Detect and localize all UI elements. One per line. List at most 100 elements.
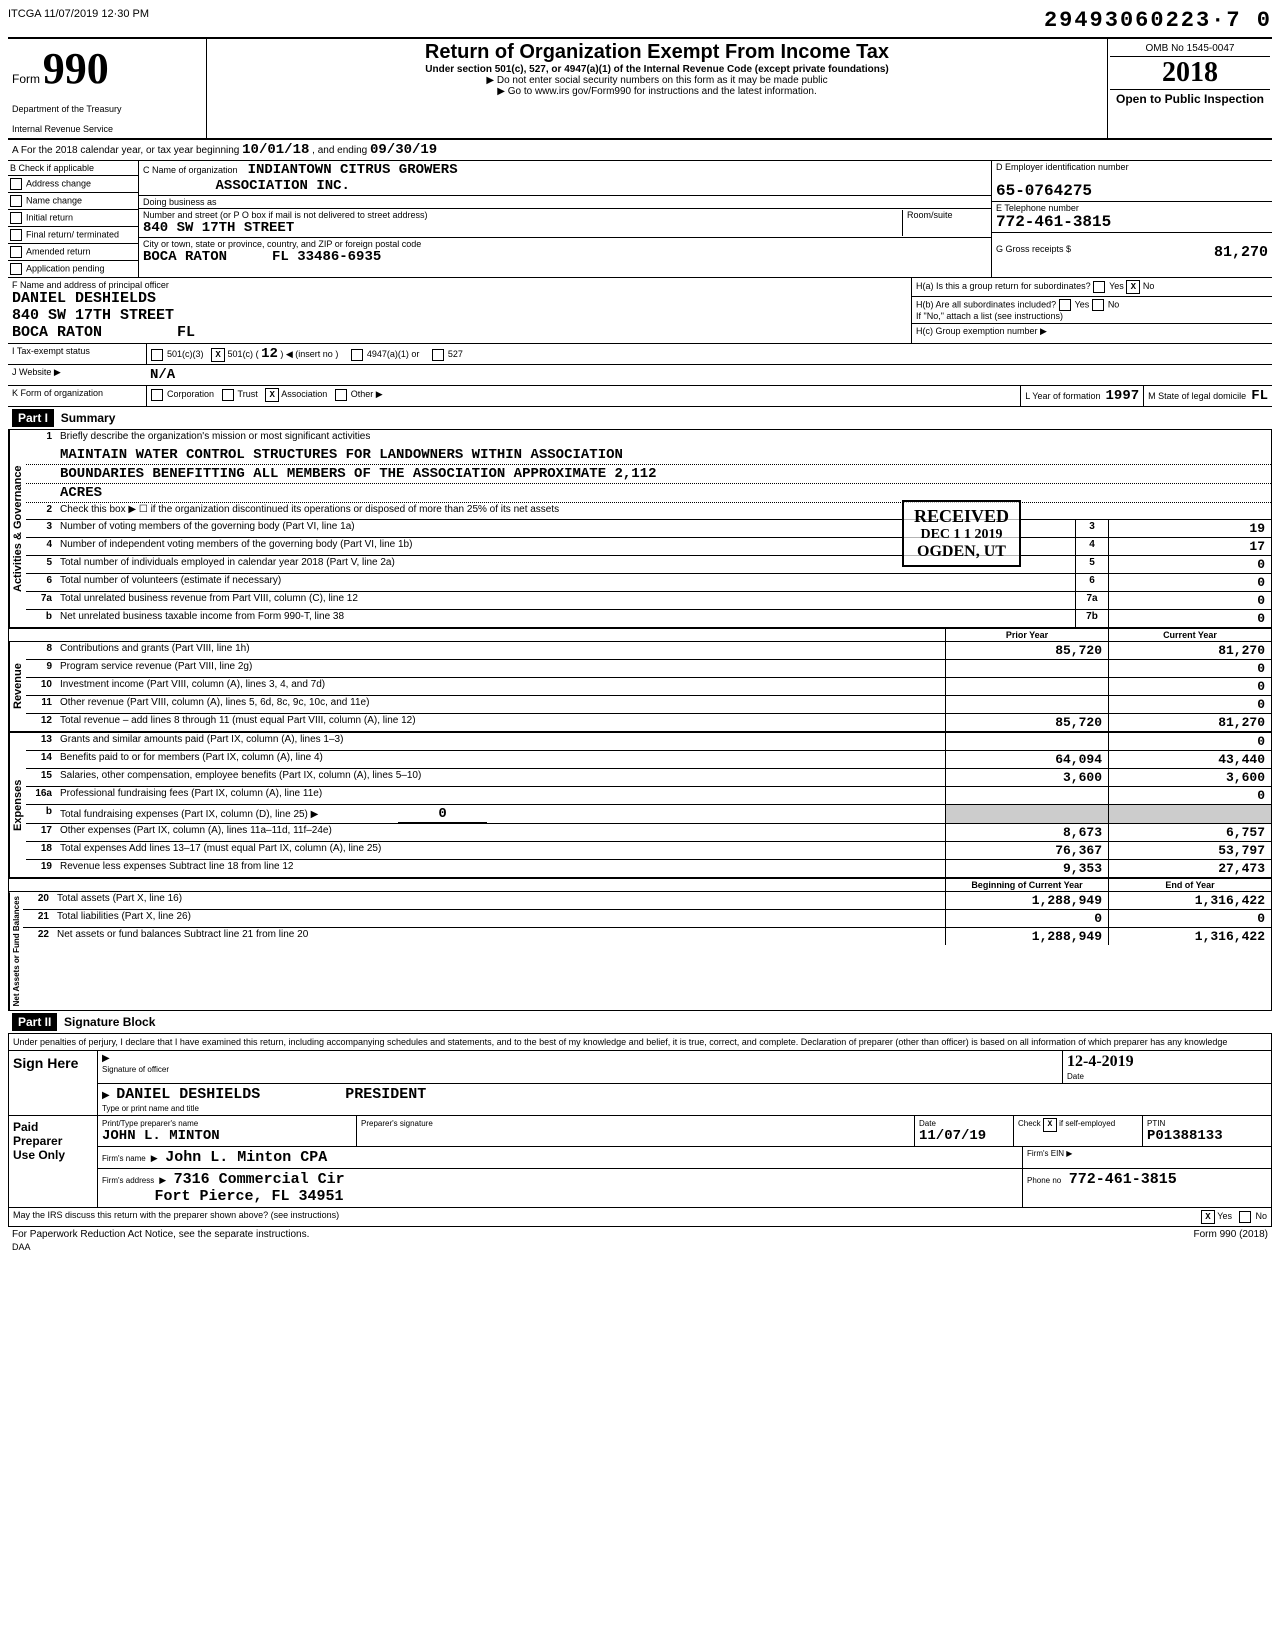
d-label: D Employer identification number <box>996 162 1129 172</box>
opt-final-return[interactable]: Final return/ terminated <box>8 227 138 244</box>
line-desc: Professional fundraising fees (Part IX, … <box>56 787 945 804</box>
preparer-name-cell: Print/Type preparer's name JOHN L. MINTO… <box>98 1116 357 1146</box>
line-desc: Total fundraising expenses (Part IX, col… <box>56 805 945 823</box>
opt-application-pending[interactable]: Application pending <box>8 261 138 277</box>
part2-title: Signature Block <box>64 1015 155 1029</box>
line-number: 12 <box>26 714 56 731</box>
street-block: Number and street (or P O box if mail is… <box>139 209 991 238</box>
note-url: ▶ Go to www.irs gov/Form990 for instruct… <box>211 86 1103 97</box>
opt-name-change[interactable]: Name change <box>8 193 138 210</box>
ha-no-check[interactable]: X <box>1126 280 1140 294</box>
opt-initial-return[interactable]: Initial return <box>8 210 138 227</box>
governance-body: 1Briefly describe the organization's mis… <box>26 430 1271 627</box>
table-row: 19Revenue less expenses Subtract line 18… <box>26 860 1271 877</box>
prior-value: 1,288,949 <box>945 892 1108 909</box>
line1-label: Briefly describe the organization's miss… <box>56 430 1271 446</box>
col-b: B Check if applicable Address change Nam… <box>8 161 139 277</box>
line-number: 9 <box>26 660 56 677</box>
phone: 772-461-3815 <box>996 213 1111 231</box>
perjury-statement: Under penalties of perjury, I declare th… <box>9 1034 1271 1051</box>
hb-no: No <box>1108 299 1120 309</box>
row-k: K Form of organization Corporation Trust… <box>8 386 1272 407</box>
prior-value: 85,720 <box>945 714 1108 731</box>
current-value: 3,600 <box>1108 769 1271 786</box>
part1-label: Part I <box>12 409 54 427</box>
software-stamp: ITCGA 11/07/2019 12·30 PM <box>8 8 149 33</box>
line-a-begin: 10/01/18 <box>242 142 309 158</box>
opt-address-change[interactable]: Address change <box>8 176 138 193</box>
firm-name: John L. Minton CPA <box>165 1149 327 1166</box>
org-name-2: ASSOCIATION INC. <box>216 178 350 194</box>
part2-label: Part II <box>12 1013 57 1031</box>
prior-value: 8,673 <box>945 824 1108 841</box>
col-headers: Prior Year Current Year <box>9 629 1271 642</box>
line6-val: 0 <box>1108 574 1271 591</box>
hb-row: H(b) Are all subordinates included? Yes … <box>912 297 1272 324</box>
hb-yes: Yes <box>1075 299 1090 309</box>
line-number: 14 <box>26 751 56 768</box>
j-label: J Website ▶ <box>8 365 146 385</box>
street: 840 SW 17TH STREET <box>143 220 294 236</box>
line2: Check this box ▶ ☐ if the organization d… <box>56 503 1271 519</box>
sig-date: 12-4-2019 <box>1067 1053 1134 1070</box>
revenue-block: Revenue 8Contributions and grants (Part … <box>9 642 1271 733</box>
line4-val: 17 <box>1108 538 1271 555</box>
current-value: 81,270 <box>1108 642 1271 659</box>
table-row: 17Other expenses (Part IX, column (A), l… <box>26 824 1271 842</box>
opt-amended-return[interactable]: Amended return <box>8 244 138 261</box>
netassets-col-headers: Beginning of Current Year End of Year <box>9 879 1271 892</box>
sign-here-row: Sign Here Signature of officer 12-4-2019… <box>9 1051 1271 1116</box>
table-row: 20Total assets (Part X, line 16)1,288,94… <box>23 892 1271 910</box>
preparer-name: JOHN L. MINTON <box>102 1128 220 1144</box>
k-opts: Corporation Trust X Association Other ▶ <box>147 386 1020 406</box>
self-employed-check[interactable]: X <box>1043 1118 1057 1132</box>
line7b-val: 0 <box>1108 610 1271 627</box>
current-year-hdr: Current Year <box>1108 629 1271 641</box>
i-opts: 501(c)(3) X 501(c) ( 12 ) ◀ (insert no )… <box>147 344 467 364</box>
501c-number: 12 <box>261 346 278 362</box>
501c-check[interactable]: X <box>211 348 225 362</box>
line-desc: Revenue less expenses Subtract line 18 f… <box>56 860 945 877</box>
form-number: 990 <box>43 44 109 93</box>
form-label: Form <box>12 72 40 86</box>
sig-name: DANIEL DESHIELDS <box>116 1086 260 1103</box>
beg-year-hdr: Beginning of Current Year <box>945 879 1108 891</box>
ha-no: No <box>1143 281 1155 291</box>
prior-value <box>945 678 1108 695</box>
line-desc: Other revenue (Part VIII, column (A), li… <box>56 696 945 713</box>
assoc-check[interactable]: X <box>265 388 279 402</box>
officer-sig-cell[interactable]: Signature of officer <box>98 1051 1063 1083</box>
netassets-rows: 20Total assets (Part X, line 16)1,288,94… <box>23 892 1271 1010</box>
part1-title: Summary <box>61 411 116 425</box>
open-inspection: Open to Public Inspection <box>1110 89 1270 108</box>
prior-value: 76,367 <box>945 842 1108 859</box>
table-row: 12Total revenue – add lines 8 through 11… <box>26 714 1271 731</box>
g-block: G Gross receipts $ 81,270 <box>992 233 1272 255</box>
col-de: D Employer identification number 65-0764… <box>992 161 1272 277</box>
line-number: 22 <box>23 928 53 945</box>
firm-addr-cell: Firm's address ▶ 7316 Commercial Cir For… <box>98 1169 1023 1207</box>
firm-phone: 772-461-3815 <box>1069 1171 1177 1188</box>
preparer-sig-cell[interactable]: Preparer's signature <box>357 1116 915 1146</box>
firm-addr2: Fort Pierce, FL 34951 <box>155 1188 344 1205</box>
current-value: 0 <box>1108 787 1271 804</box>
table-row: 22Net assets or fund balances Subtract l… <box>23 928 1271 945</box>
discuss-yes-check[interactable]: X <box>1201 1210 1215 1224</box>
state-domicile: FL <box>1251 388 1268 404</box>
g-label: G Gross receipts $ <box>996 244 1071 254</box>
prior-value <box>945 696 1108 713</box>
ptin-cell: PTIN P01388133 <box>1143 1116 1271 1146</box>
current-value: 43,440 <box>1108 751 1271 768</box>
line-desc: Grants and similar amounts paid (Part IX… <box>56 733 945 750</box>
line-a: A For the 2018 calendar year, or tax yea… <box>8 140 1272 161</box>
page-footer: For Paperwork Reduction Act Notice, see … <box>8 1227 1272 1242</box>
line-a-prefix: A For the 2018 calendar year, or tax yea… <box>12 145 239 156</box>
line-a-mid: , and ending <box>312 145 367 156</box>
line5-val: 0 <box>1108 556 1271 573</box>
daa: DAA <box>8 1242 1272 1252</box>
netassets-block: Net Assets or Fund Balances 20Total asse… <box>9 892 1271 1010</box>
officer-name-title: DANIEL DESHIELDS PRESIDENT Type or print… <box>98 1084 1271 1115</box>
ha-row: H(a) Is this a group return for subordin… <box>912 278 1272 297</box>
side-expenses: Expenses <box>9 733 26 877</box>
sign-here-label: Sign Here <box>9 1051 98 1115</box>
